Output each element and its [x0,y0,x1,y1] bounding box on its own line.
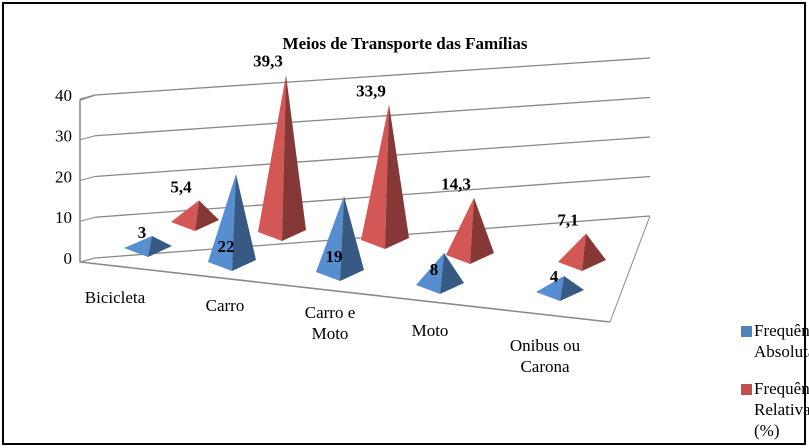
x-tick-label: Carro e Moto [304,303,356,343]
legend-label: Frequência Relativa (%) [754,379,809,440]
pyramid-face [558,233,586,271]
pyramid-face [385,104,409,250]
pyramid-face [340,196,364,281]
tick-mark [79,257,96,263]
pyramid-face [536,276,564,301]
value-label: 7,1 [557,211,578,230]
tick-mark [79,94,96,100]
pyramid-face [416,253,444,294]
y-tick-label: 30 [55,127,72,146]
pyramid-face [316,196,344,281]
tick-mark [79,216,96,222]
pyramid-face [208,174,236,271]
pyramid-face [148,236,172,257]
pyramid-face [361,104,389,250]
value-label: 14,3 [441,175,471,194]
value-label: 5,4 [170,177,192,196]
pyramid-face [446,197,474,264]
y-tick-label: 20 [55,167,72,186]
value-label: 39,3 [253,52,283,71]
pyramid-face [560,276,584,301]
pyramid-face [282,74,306,241]
y-tick-label: 0 [64,249,73,268]
tick-mark [79,176,96,181]
pyramid-face [195,200,219,231]
tick-mark [79,135,96,141]
value-label: 8 [430,260,439,279]
legend-swatch [741,326,752,337]
grid-line [94,96,651,137]
grid-line [94,57,651,96]
legend-swatch [741,384,752,395]
pyramid-face [232,174,256,271]
pyramid-face [470,197,494,264]
pyramid-face [440,253,464,294]
y-tick-label: 10 [55,208,72,227]
chart-title: Meios de Transporte das Famílias [283,34,528,53]
floor-edge [609,215,651,323]
x-tick-label: Moto [411,321,449,340]
y-tick-label: 40 [55,86,72,105]
value-label: 3 [138,223,147,242]
grid-line [94,136,651,178]
pyramid-face [582,233,606,271]
pyramid-face [124,236,152,257]
value-label: 19 [326,247,343,266]
value-label: 33,9 [356,81,386,100]
x-tick-label: Carro [205,296,245,315]
pyramid-face [258,74,286,241]
x-tick-label: Onibus ou Carona [509,336,581,376]
legend-label: Frequência Absoluta [754,321,809,361]
value-label: 22 [218,237,235,256]
x-tick-label: Bicicleta [84,288,146,307]
value-label: 4 [550,267,559,286]
pyramid-face [171,200,199,231]
